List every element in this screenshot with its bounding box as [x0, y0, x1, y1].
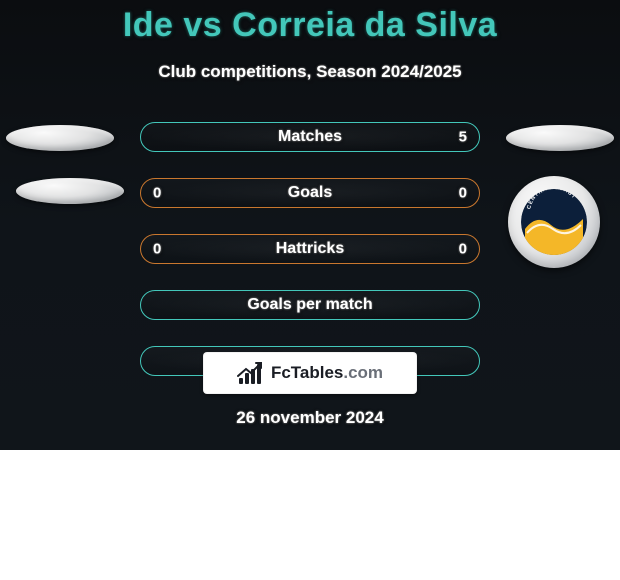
stat-label: Matches [278, 128, 342, 146]
fctables-logo-icon [237, 362, 263, 384]
stat-left-value: 0 [153, 241, 161, 258]
stat-right-value: 5 [459, 129, 467, 146]
stat-right-value: 0 [459, 185, 467, 202]
stat-row-hattricks: 0 Hattricks 0 [140, 234, 480, 264]
stat-right-value: 0 [459, 241, 467, 258]
stat-row-goals-per-match: Goals per match [140, 290, 480, 320]
brand-bar: FcTables.com [203, 352, 417, 394]
stat-label: Goals [288, 184, 332, 202]
title: Ide vs Correia da Silva [0, 6, 620, 45]
stat-label: Hattricks [276, 240, 344, 258]
stat-row-goals: 0 Goals 0 [140, 178, 480, 208]
subtitle: Club competitions, Season 2024/2025 [0, 62, 620, 82]
brand-text: FcTables.com [271, 363, 383, 383]
stats-list: Matches 5 0 Goals 0 0 Hattricks 0 Goals … [0, 122, 620, 376]
brand-name: FcTables [271, 363, 343, 382]
snapshot-date: 26 november 2024 [0, 408, 620, 428]
brand-domain: .com [343, 363, 383, 382]
stat-row-matches: Matches 5 [140, 122, 480, 152]
stat-left-value: 0 [153, 185, 161, 202]
stat-label: Goals per match [247, 296, 372, 314]
comparison-infographic: Ide vs Correia da Silva Club competition… [0, 0, 620, 450]
